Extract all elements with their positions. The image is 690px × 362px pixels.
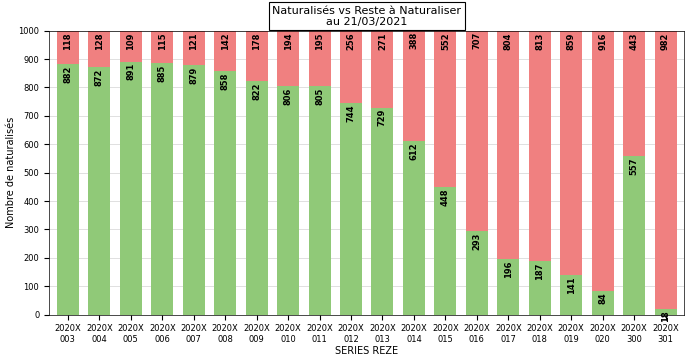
Text: 552: 552 [441, 32, 450, 50]
Text: 872: 872 [95, 68, 104, 86]
Text: 822: 822 [252, 83, 261, 100]
Text: 196: 196 [504, 260, 513, 278]
Bar [120, 31, 142, 62]
Bar [88, 31, 110, 67]
Text: 128: 128 [95, 32, 104, 50]
Bar [57, 31, 79, 64]
Text: 178: 178 [252, 32, 261, 50]
Bar [277, 31, 299, 86]
Text: 194: 194 [284, 32, 293, 50]
Bar [88, 67, 110, 315]
Text: 109: 109 [126, 32, 135, 50]
Bar [151, 63, 173, 315]
Text: 271: 271 [378, 32, 387, 50]
Bar [591, 291, 613, 315]
Bar [655, 310, 677, 315]
Text: 612: 612 [409, 142, 418, 160]
Text: 142: 142 [221, 32, 230, 50]
Text: 891: 891 [126, 63, 135, 80]
Bar [246, 81, 268, 315]
Text: 115: 115 [158, 32, 167, 50]
Bar [591, 31, 613, 291]
Text: 121: 121 [189, 32, 198, 50]
Bar [214, 71, 236, 315]
Bar [214, 31, 236, 71]
Text: 443: 443 [629, 32, 639, 50]
Text: 195: 195 [315, 32, 324, 50]
Bar [623, 156, 645, 315]
Text: 293: 293 [473, 233, 482, 250]
Bar [497, 31, 520, 259]
Bar [466, 231, 488, 315]
Bar [403, 31, 425, 141]
Text: 141: 141 [566, 276, 575, 294]
Text: 729: 729 [378, 109, 387, 126]
Text: 813: 813 [535, 32, 544, 50]
Bar [246, 31, 268, 81]
Text: 256: 256 [346, 32, 355, 50]
Bar [371, 31, 393, 108]
Y-axis label: Nombre de naturalisés: Nombre de naturalisés [6, 117, 16, 228]
Text: 744: 744 [346, 105, 355, 122]
Text: 858: 858 [221, 72, 230, 90]
Text: 859: 859 [566, 32, 575, 50]
Bar [655, 31, 677, 310]
Text: 916: 916 [598, 32, 607, 50]
Text: 84: 84 [598, 292, 607, 304]
Bar [403, 141, 425, 315]
Text: 187: 187 [535, 263, 544, 280]
Bar [560, 274, 582, 315]
Bar [151, 31, 173, 63]
Bar [57, 64, 79, 315]
Text: 805: 805 [315, 88, 324, 105]
Text: 879: 879 [189, 67, 198, 84]
Bar [560, 31, 582, 274]
Text: 804: 804 [504, 32, 513, 50]
Bar [308, 86, 331, 315]
Text: 557: 557 [629, 158, 639, 175]
Text: 707: 707 [473, 32, 482, 49]
Bar [120, 62, 142, 315]
Bar [466, 31, 488, 231]
Bar [623, 31, 645, 156]
Bar [183, 65, 205, 315]
Bar [529, 261, 551, 315]
Bar [277, 86, 299, 315]
Bar [529, 31, 551, 261]
Bar [435, 188, 456, 315]
Text: 885: 885 [158, 65, 167, 82]
Text: 18: 18 [661, 311, 670, 323]
Bar [340, 104, 362, 315]
Text: 388: 388 [409, 32, 418, 49]
Bar [497, 259, 520, 315]
Text: 882: 882 [63, 66, 72, 83]
Bar [371, 108, 393, 315]
Text: 448: 448 [441, 189, 450, 206]
Bar [308, 31, 331, 86]
Text: 118: 118 [63, 32, 72, 50]
X-axis label: SERIES REZE: SERIES REZE [335, 346, 398, 357]
Text: 806: 806 [284, 87, 293, 105]
Bar [183, 31, 205, 65]
Title: Naturalisés vs Reste à Naturaliser
au 21/03/2021: Naturalisés vs Reste à Naturaliser au 21… [273, 5, 461, 27]
Bar [435, 31, 456, 188]
Bar [340, 31, 362, 104]
Text: 982: 982 [661, 32, 670, 50]
